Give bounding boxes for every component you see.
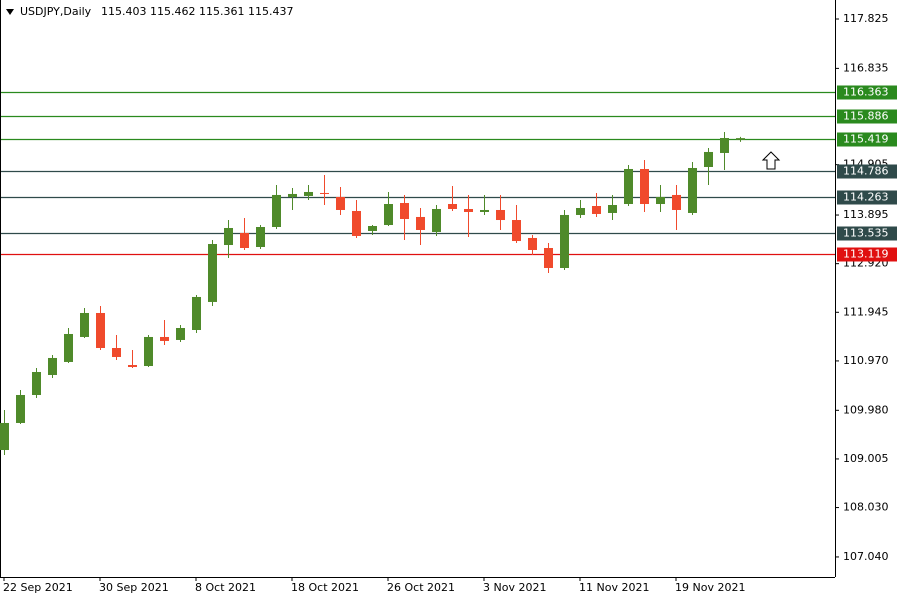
header-open: 115.403 [101, 5, 147, 18]
candle-body [272, 194, 281, 227]
header-low: 115.361 [199, 5, 245, 18]
candle-body [640, 168, 649, 205]
candle-body [624, 168, 633, 205]
candle-body [0, 422, 9, 451]
y-tick-label: 117.825 [843, 12, 889, 25]
candle-body [368, 226, 377, 231]
header-triangle [6, 9, 14, 15]
y-tick-label: 109.980 [843, 403, 889, 416]
candle-body [544, 247, 553, 268]
candle-body [496, 209, 505, 221]
level-label: 115.419 [843, 133, 889, 146]
arrow-icon [761, 151, 781, 170]
symbol: USDJPY,Daily [20, 5, 92, 18]
candle-body [32, 371, 41, 395]
level-label-box [837, 85, 897, 100]
x-tick-label: 3 Nov 2021 [483, 581, 546, 594]
y-tick-label: 109.005 [843, 452, 889, 465]
x-tick-label: 22 Sep 2021 [3, 581, 73, 594]
y-tick-label: 107.040 [843, 550, 889, 563]
x-tick-label: 8 Oct 2021 [195, 581, 256, 594]
candle-body [736, 138, 745, 140]
candle-body [432, 208, 441, 232]
candle-body [288, 193, 297, 197]
candle-body [48, 357, 57, 375]
candle-body [608, 205, 617, 213]
level-label: 114.786 [843, 165, 889, 178]
candle-body [448, 204, 457, 209]
y-tick-label: 116.835 [843, 61, 889, 74]
candle-body [672, 194, 681, 210]
candle-body [400, 203, 409, 220]
level-label-box [837, 226, 897, 241]
level-label-box [837, 132, 897, 147]
candle-body [336, 196, 345, 210]
candle-body [16, 394, 25, 423]
candle-body [176, 328, 185, 340]
candle-body [80, 312, 89, 337]
candle-body [304, 191, 313, 196]
level-label: 115.886 [843, 110, 889, 123]
candle-body [592, 206, 601, 214]
level-label-box [837, 247, 897, 262]
x-tick-label: 19 Nov 2021 [675, 581, 745, 594]
candle-body [528, 237, 537, 250]
candle-body [416, 216, 425, 230]
x-tick-label: 11 Nov 2021 [579, 581, 649, 594]
candle-body [464, 208, 473, 212]
level-label: 114.263 [843, 191, 889, 204]
level-label-box [837, 190, 897, 205]
level-label: 116.363 [843, 86, 889, 99]
header-close: 115.437 [248, 5, 294, 18]
candle-body [320, 192, 329, 194]
candle-body [64, 333, 73, 362]
y-tick-label: 110.970 [843, 354, 889, 367]
candle-body [352, 210, 361, 236]
level-label: 113.535 [843, 227, 889, 240]
candle-body [192, 296, 201, 330]
y-tick-label: 111.945 [843, 305, 889, 318]
candle-body [384, 204, 393, 226]
candle-body [240, 232, 249, 248]
y-tick-label: 108.030 [843, 501, 889, 514]
candle-body [656, 196, 665, 205]
candle-body [224, 227, 233, 246]
candle-body [144, 336, 153, 367]
candle-body [560, 214, 569, 268]
candle-body [96, 312, 105, 349]
candle-body [704, 151, 713, 167]
candle-body [480, 209, 489, 212]
candle-body [256, 226, 265, 248]
level-label-box [837, 164, 897, 179]
candle-body [688, 167, 697, 213]
candle-body [112, 348, 121, 357]
x-tick-label: 30 Sep 2021 [99, 581, 169, 594]
candle-body [512, 220, 521, 242]
y-tick-label: 113.895 [843, 208, 889, 221]
level-label: 113.119 [843, 248, 889, 261]
header-high: 115.462 [150, 5, 196, 18]
candle-body [208, 244, 217, 302]
x-tick-label: 26 Oct 2021 [387, 581, 455, 594]
candle-body [720, 138, 729, 153]
candle-body [576, 207, 585, 215]
candle-body [128, 365, 137, 368]
level-label-box [837, 109, 897, 124]
x-tick-label: 18 Oct 2021 [291, 581, 359, 594]
candle-body [160, 336, 169, 341]
